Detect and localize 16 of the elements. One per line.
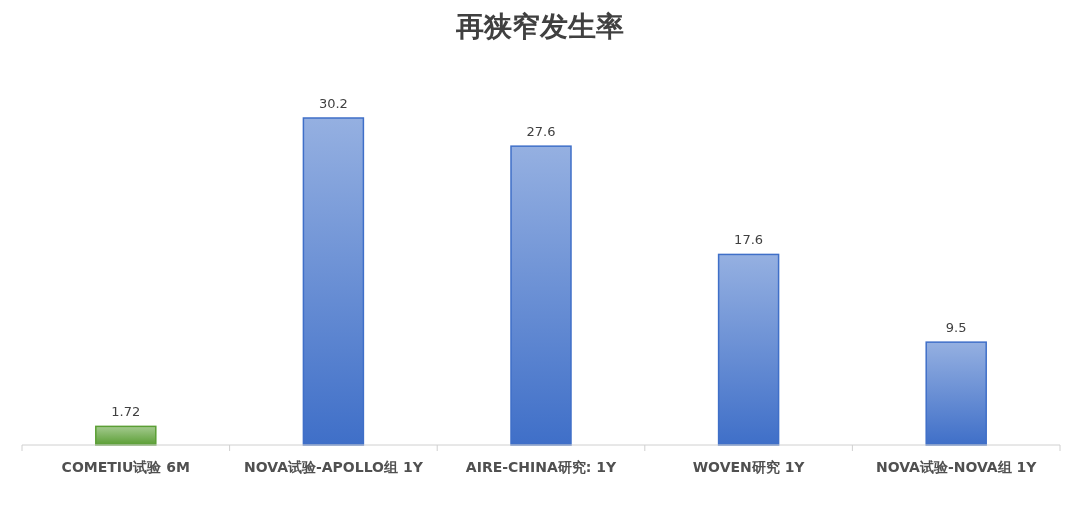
- x-tick-label: AIRE-CHINA研究: 1Y: [465, 459, 618, 475]
- bar: [302, 117, 365, 446]
- x-tick-label: NOVA试验-NOVA组 1Y: [875, 459, 1038, 475]
- bar: [925, 341, 987, 446]
- chart-title: 再狭窄发生率: [455, 10, 624, 43]
- data-label: 30.2: [318, 96, 348, 111]
- data-label: 27.6: [526, 124, 556, 140]
- bar: [717, 253, 780, 446]
- x-tick-label: WOVEN研究 1Y: [692, 459, 806, 475]
- bar: [510, 145, 572, 446]
- data-label: 17.6: [734, 232, 764, 248]
- data-label: 9.5: [945, 320, 967, 336]
- x-tick-label: NOVA试验-APOLLO组 1Y: [244, 459, 424, 475]
- data-label: 1.72: [111, 404, 141, 420]
- bar: [95, 425, 157, 446]
- x-tick-label: COMETIU试验 6M: [61, 459, 190, 475]
